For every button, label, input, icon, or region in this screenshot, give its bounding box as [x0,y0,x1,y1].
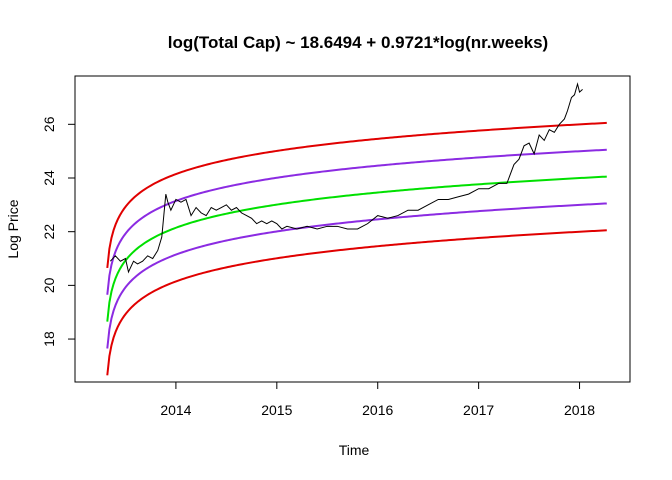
model-line-offset-minus1 [106,202,607,349]
model-line-offset-plus2 [106,121,607,269]
model-line-offset-plus1 [106,148,607,295]
observed-line [109,82,583,274]
y-axis: 18 20 22 24 26 [41,116,76,347]
x-axis: 2014 2015 2016 2017 2018 [160,381,595,418]
y-axis-label: Log Price [5,199,21,258]
x-tick-label: 2017 [463,402,494,418]
y-tick-label: 18 [41,331,57,347]
y-tick-label: 26 [41,116,57,132]
model-line-offset-plus0 [106,175,607,322]
observed-series-line [109,82,583,274]
x-tick-label: 2014 [160,402,191,418]
x-tick-label: 2018 [564,402,595,418]
y-tick-label: 20 [41,277,57,293]
model-line-offset-minus2 [106,229,607,376]
y-tick-label: 22 [41,224,57,240]
x-axis-label: Time [339,442,370,458]
x-tick-label: 2016 [362,402,393,418]
model-lines [106,121,607,376]
chart-title: log(Total Cap) ~ 18.6494 + 0.9721*log(nr… [168,33,548,52]
y-tick-label: 24 [41,170,57,186]
x-tick-label: 2015 [261,402,292,418]
